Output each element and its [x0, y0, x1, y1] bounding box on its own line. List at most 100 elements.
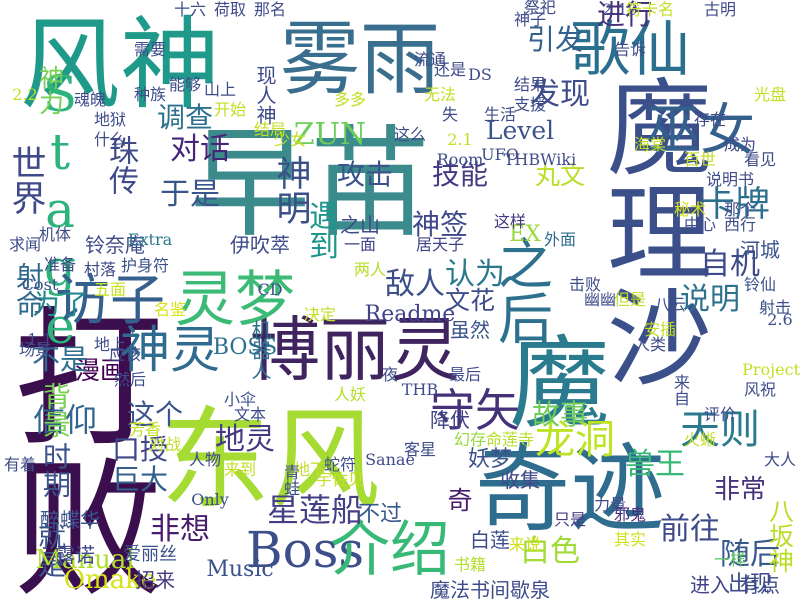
cloud-word: 龙洞 — [535, 417, 615, 463]
cloud-word: Music — [206, 557, 274, 582]
cloud-word: 光盘 — [753, 85, 786, 104]
cloud-word: Readme — [364, 302, 456, 327]
cloud-word: 访子 — [54, 267, 165, 332]
cloud-word: 灵梦 — [175, 265, 295, 335]
cloud-word: Stage — [31, 65, 89, 355]
cloud-word: Only — [191, 490, 229, 509]
cloud-word: 兽王 — [625, 447, 685, 482]
cloud-word: 需要 — [133, 40, 166, 59]
cloud-word: 卡牌 — [699, 184, 770, 225]
cloud-word: 宇佐见 — [315, 470, 364, 489]
cloud-word: 神灵 — [120, 321, 220, 379]
cloud-word: 歌仙 — [570, 15, 690, 85]
cloud-word: 妖梦 — [467, 447, 512, 472]
cloud-word: 打败 — [0, 300, 162, 600]
cloud-word: 虽然 — [450, 318, 490, 342]
cloud-word: 认为 — [445, 257, 505, 292]
cloud-word: 出现 — [727, 572, 772, 597]
cloud-word: 百世 — [683, 150, 716, 169]
cloud-word: 故事 — [531, 398, 588, 431]
cloud-word: Room — [436, 150, 484, 169]
cloud-word: 不是 — [31, 343, 88, 376]
cloud-word: 名鉴 — [153, 300, 186, 319]
cloud-word: 居天子 — [415, 235, 464, 254]
cloud-word: 对战 — [148, 435, 181, 454]
cloud-word: 魂魄 — [73, 90, 106, 109]
cloud-word: 魔理沙 — [589, 72, 712, 388]
cloud-word: 但是 — [613, 290, 646, 309]
cloud-word: DS — [468, 65, 492, 84]
cloud-word: 奇 — [447, 485, 473, 515]
cloud-word: 巨大 — [111, 463, 168, 496]
cloud-word: 铃仙 — [743, 275, 776, 294]
cloud-word: 种族 — [133, 85, 166, 104]
cloud-word: 神明 — [270, 155, 311, 225]
cloud-word: 开始 — [213, 100, 246, 119]
cloud-word: ZUN — [293, 117, 367, 152]
cloud-word: 背景 — [39, 382, 72, 438]
cloud-word: Extra — [127, 230, 173, 249]
cloud-word: 信仰 — [32, 401, 97, 439]
cloud-word: 不过 — [357, 502, 402, 527]
cloud-word: 书籍 — [453, 555, 486, 574]
cloud-word: 五面 — [93, 280, 126, 299]
cloud-word: 来自 — [671, 374, 690, 406]
cloud-word: 风神 — [20, 6, 220, 123]
cloud-word: 村落 — [83, 260, 116, 279]
cloud-word: 海棠 — [633, 135, 666, 154]
cloud-word: 奇迹 — [474, 434, 665, 545]
cloud-word: 射命 — [12, 262, 45, 318]
cloud-word: 星莲船 — [266, 491, 363, 529]
cloud-word: 西行 — [723, 215, 756, 234]
cloud-word: 就是 — [34, 522, 67, 578]
cloud-word: 技能 — [431, 158, 488, 191]
cloud-word: THB — [401, 380, 439, 399]
cloud-word: EX — [509, 222, 541, 247]
cloud-word: 地上 — [93, 335, 126, 354]
cloud-word: 漫画 — [74, 355, 125, 385]
cloud-word: 山上 — [203, 80, 236, 99]
cloud-word: 外面 — [543, 230, 576, 249]
cloud-word: 2.2 — [12, 85, 38, 104]
cloud-word: 然后 — [113, 370, 146, 389]
cloud-word: 古明 — [703, 0, 736, 19]
cloud-word: 来说 — [508, 535, 541, 554]
cloud-word: 只是 — [553, 510, 586, 529]
cloud-word: 遇到 — [303, 200, 338, 260]
cloud-word: 邪鬼 — [613, 505, 646, 524]
cloud-word: 之山 — [340, 213, 380, 237]
cloud-word: 于是 — [160, 177, 220, 212]
cloud-word: 现人神 — [253, 65, 277, 125]
cloud-word: 看见 — [743, 150, 776, 169]
cloud-word: 这个 — [126, 398, 183, 431]
cloud-word: 白莲 — [470, 528, 510, 552]
cloud-word: 文花 — [444, 285, 495, 315]
cloud-word: 降伏 — [430, 408, 470, 432]
cloud-word: 风祝 — [743, 380, 776, 399]
cloud-word: 少女 — [273, 130, 306, 149]
cloud-word: 十六 — [173, 0, 206, 19]
cloud-word: 为了 — [31, 288, 88, 321]
cloud-word: 地灵 — [215, 422, 275, 457]
cloud-word: 这样 — [493, 212, 526, 231]
cloud-word: 有点 — [740, 573, 780, 597]
cloud-word: UFO — [481, 145, 519, 164]
cloud-word: 击败 — [568, 275, 601, 294]
cloud-word: 人类 — [633, 335, 666, 354]
cloud-word: 敌人 — [385, 267, 445, 302]
cloud-word: 之后 — [488, 235, 553, 345]
cloud-word: Level — [485, 115, 555, 145]
cloud-word: BOSS — [212, 335, 278, 360]
cloud-word: Sanae — [365, 450, 415, 469]
cloud-word: 雾雨 — [280, 13, 440, 106]
cloud-word: 介绍 — [330, 515, 450, 585]
cloud-word: 2.6 — [767, 310, 793, 329]
cloud-word: 机器人 — [248, 320, 272, 380]
cloud-word: 地下 — [293, 460, 326, 479]
cloud-word: 时期 — [39, 442, 72, 498]
cloud-word: 祭祀 — [523, 0, 556, 17]
cloud-word: 随后 — [720, 537, 780, 572]
cloud-word: 文本 — [233, 405, 266, 424]
cloud-word: 来到 — [223, 460, 256, 479]
cloud-word: 神子 — [513, 10, 546, 29]
